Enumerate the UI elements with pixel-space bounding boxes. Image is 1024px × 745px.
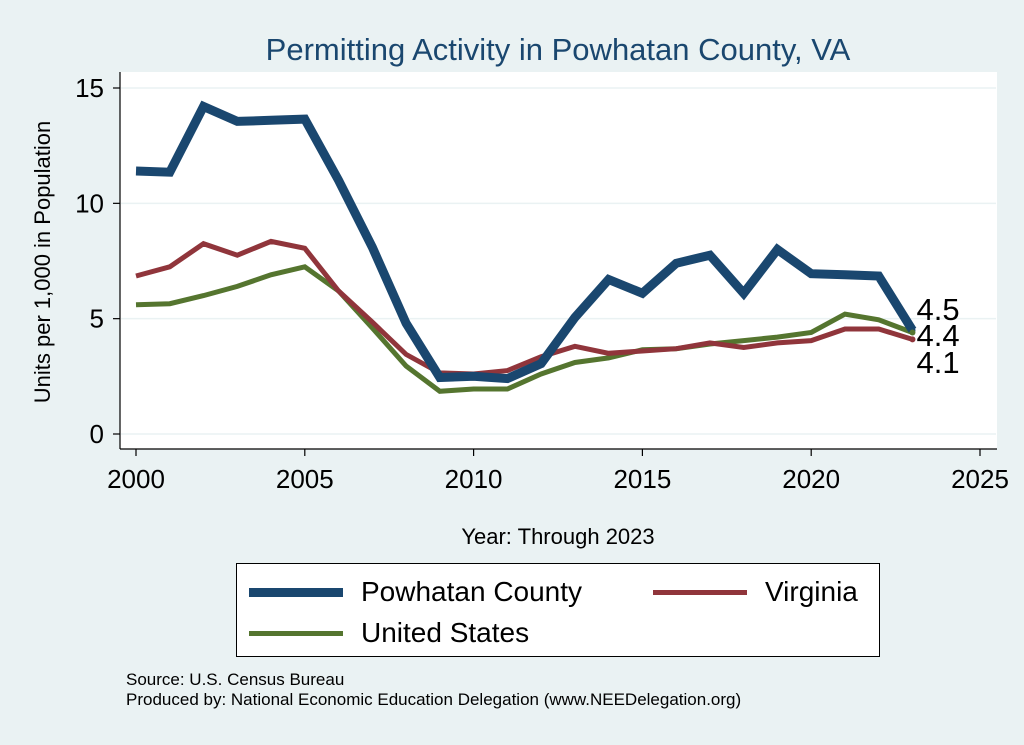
end-marker-united-states xyxy=(909,329,916,336)
y-axis-label: Units per 1,000 in Population xyxy=(30,121,55,404)
series-line-powhatan xyxy=(135,100,917,384)
end-label-united-states: 4.4 xyxy=(916,318,959,353)
y-tick-label: 15 xyxy=(75,73,104,103)
legend-item-united-states: United States xyxy=(249,617,529,649)
legend-item-powhatan: Powhatan County xyxy=(249,576,582,608)
y-tick-label: 0 xyxy=(90,419,104,449)
chart-title: Permitting Activity in Powhatan County, … xyxy=(266,32,851,67)
y-tick-label: 10 xyxy=(75,188,104,218)
end-marker-virginia xyxy=(909,336,916,343)
legend-swatch-powhatan xyxy=(249,587,343,597)
legend-item-virginia: Virginia xyxy=(653,576,858,608)
x-tick-label: 2025 xyxy=(951,464,1009,494)
legend-label-virginia: Virginia xyxy=(765,576,858,607)
produced-by-line: Produced by: National Economic Education… xyxy=(126,690,742,709)
y-tick-label: 5 xyxy=(90,304,104,334)
series-line-virginia xyxy=(135,238,914,377)
source-line: Source: U.S. Census Bureau xyxy=(126,670,345,689)
plot-area xyxy=(120,72,997,449)
end-label-powhatan: 4.5 xyxy=(916,292,959,327)
source-note: Source: U.S. Census Bureau Produced by: … xyxy=(126,670,741,710)
end-label-virginia: 4.1 xyxy=(916,345,959,380)
series-line-united-states xyxy=(135,264,914,394)
x-tick-label: 2010 xyxy=(445,464,503,494)
x-tick-label: 2020 xyxy=(782,464,840,494)
legend: Powhatan County Virginia United States xyxy=(236,563,880,657)
x-tick-label: 2000 xyxy=(107,464,165,494)
x-tick-label: 2005 xyxy=(276,464,334,494)
x-tick-label: 2015 xyxy=(613,464,671,494)
x-axis-label: Year: Through 2023 xyxy=(461,524,654,549)
legend-label-powhatan: Powhatan County xyxy=(361,576,583,607)
legend-swatch-virginia xyxy=(653,589,747,595)
legend-label-united-states: United States xyxy=(361,617,530,648)
legend-swatch-united-states xyxy=(249,630,343,636)
